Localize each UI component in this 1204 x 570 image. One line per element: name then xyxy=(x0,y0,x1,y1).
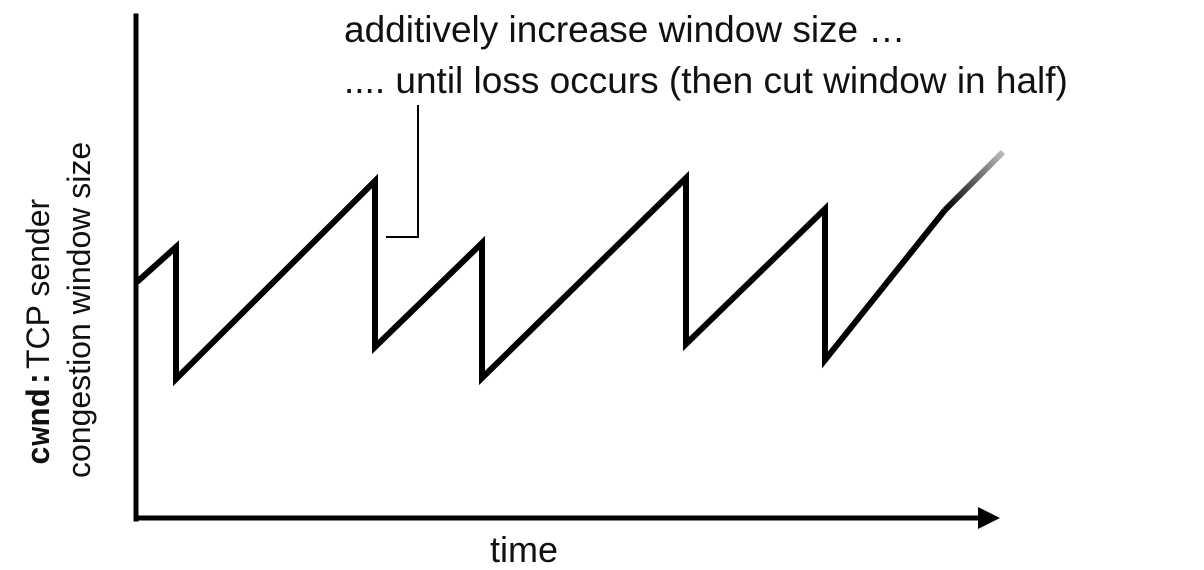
y-axis-label: cwnd:TCP sender congestion window size xyxy=(20,142,97,478)
cwnd-sawtooth-fade-tail xyxy=(942,149,1006,213)
y-axis-title-line-2: congestion window size xyxy=(61,142,97,478)
cwnd-sawtooth-line xyxy=(134,170,948,387)
x-axis-arrowhead xyxy=(978,507,1000,529)
annotation-callout-line xyxy=(386,105,419,238)
cwnd-code-label: cwnd: xyxy=(22,369,59,465)
x-axis-title: time xyxy=(490,529,558,570)
annotation-line-1: additively increase window size … xyxy=(344,9,905,50)
tcp-sender-label: TCP sender xyxy=(20,198,56,369)
annotation-line-2: .... until loss occurs (then cut window … xyxy=(344,60,1068,101)
y-axis-title-line-1: cwnd:TCP sender xyxy=(20,198,59,465)
